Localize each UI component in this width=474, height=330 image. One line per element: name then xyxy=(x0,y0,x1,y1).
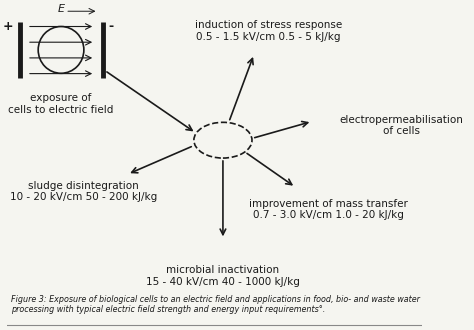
Text: improvement of mass transfer
0.7 - 3.0 kV/cm 1.0 - 20 kJ/kg: improvement of mass transfer 0.7 - 3.0 k… xyxy=(249,199,408,220)
Text: exposure of
cells to electric field: exposure of cells to electric field xyxy=(9,93,114,115)
Text: sludge disintegration
10 - 20 kV/cm 50 - 200 kJ/kg: sludge disintegration 10 - 20 kV/cm 50 -… xyxy=(10,181,157,202)
Text: induction of stress response
0.5 - 1.5 kV/cm 0.5 - 5 kJ/kg: induction of stress response 0.5 - 1.5 k… xyxy=(195,20,342,42)
Text: Figure 3: Exposure of biological cells to an electric field and applications in : Figure 3: Exposure of biological cells t… xyxy=(11,294,420,314)
Text: electropermeabilisation
of cells: electropermeabilisation of cells xyxy=(339,115,463,136)
Text: E: E xyxy=(57,4,64,14)
Text: +: + xyxy=(3,20,13,33)
Text: microbial inactivation
15 - 40 kV/cm 40 - 1000 kJ/kg: microbial inactivation 15 - 40 kV/cm 40 … xyxy=(146,265,300,287)
Text: -: - xyxy=(109,20,114,33)
